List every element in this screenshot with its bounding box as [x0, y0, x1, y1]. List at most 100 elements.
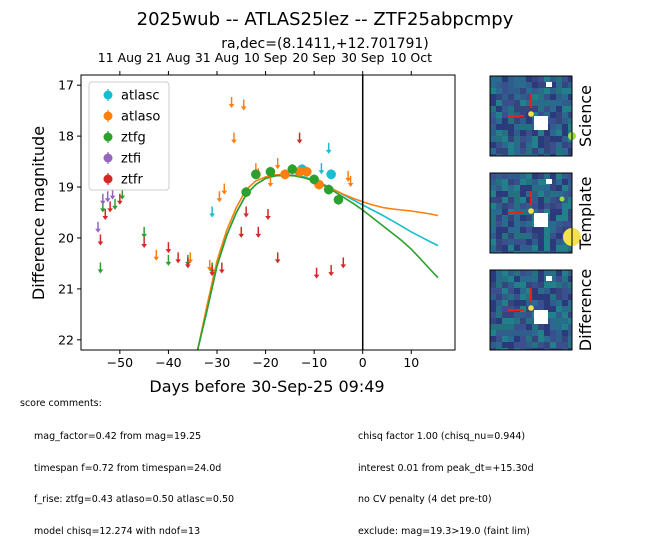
thumbnail-pixel: [508, 276, 514, 282]
thumbnail-pixel: [556, 112, 562, 118]
x-tick-label: 0: [359, 355, 367, 370]
thumbnail-pixel: [526, 130, 532, 136]
thumbnail-pixel: [508, 191, 514, 197]
thumbnail-pixel: [502, 191, 508, 197]
thumbnail-pixel: [562, 82, 568, 88]
thumbnail-pixel: [550, 294, 556, 300]
upper-limit-marker: [274, 158, 281, 170]
thumbnail-pixel: [520, 318, 526, 324]
thumbnail-pixel: [568, 318, 572, 324]
thumbnail-pixel: [520, 312, 526, 318]
thumbnail-pixel: [526, 348, 532, 350]
thumbnail-pixel: [556, 245, 562, 251]
thumbnail-pixel: [502, 300, 508, 306]
thumbnail-pixel: [556, 330, 562, 336]
thumbnail-pixel: [562, 324, 568, 330]
thumbnail-pixel: [526, 191, 532, 197]
thumbnail-pixel: [532, 130, 538, 136]
thumbnail-pixel: [544, 203, 550, 209]
thumbnail-pixel: [508, 294, 514, 300]
thumbnail-pixel: [532, 330, 538, 336]
thumbnail-pixel: [562, 245, 568, 251]
thumbnail-pixel: [544, 112, 550, 118]
thumbnail-pixel: [532, 245, 538, 251]
thumbnail-pixel: [514, 324, 520, 330]
thumbnail-pixel: [502, 118, 508, 124]
legend: atlasc atlaso ztfg ztfi ztfr: [88, 81, 170, 191]
thumbnail-pixel: [562, 348, 568, 350]
thumbnail-pixel: [568, 294, 572, 300]
thumbnail-pixel: [568, 142, 572, 148]
top-axis-tick-label: 11 Aug: [98, 50, 142, 65]
thumbnail-pixel: [544, 94, 550, 100]
thumbnail-pixel: [496, 233, 502, 239]
thumbnail-pixel: [490, 142, 496, 148]
upper-limit-arrow: [187, 259, 194, 264]
thumbnail-pixel: [538, 185, 544, 191]
thumbnail-pixel: [532, 191, 538, 197]
thumbnail-mask: [534, 116, 548, 130]
upper-limit-arrow: [255, 233, 262, 238]
thumbnail-pixel: [514, 239, 520, 245]
thumbnail-pixel: [514, 197, 520, 203]
thumbnail-pixel: [520, 294, 526, 300]
upper-limit-arrow: [216, 198, 223, 203]
upper-limit-marker: [209, 206, 215, 218]
thumbnail-pixel: [550, 136, 556, 142]
thumbnail-pixel: [502, 282, 508, 288]
thumbnail-pixel: [508, 251, 514, 253]
thumbnail-pixel: [496, 76, 502, 82]
upper-limit-arrow: [165, 261, 172, 266]
thumbnail-pixel: [496, 330, 502, 336]
thumbnail-pixel: [514, 342, 520, 348]
thumbnail-pixel: [508, 124, 514, 130]
thumbnail-pixel: [562, 318, 568, 324]
lightcurve-figure: 2025wub -- ATLAS25lez -- ZTF25abpcmpy ra…: [29, 9, 595, 396]
thumbnail-pixel: [550, 88, 556, 94]
upper-limit-arrow: [109, 195, 116, 200]
thumbnail-pixel: [532, 136, 538, 142]
thumbnail-pixel: [502, 130, 508, 136]
thumbnail-pixel: [568, 197, 572, 203]
thumbnail-pixel: [532, 288, 538, 294]
upper-limit-marker: [216, 191, 223, 203]
thumbnail-pixel: [502, 179, 508, 185]
thumbnail-pixel: [556, 136, 562, 142]
thumbnail-pixel: [508, 82, 514, 88]
upper-limit-arrow: [340, 264, 347, 269]
thumbnail-pixel: [490, 336, 496, 342]
thumbnail-pixel: [538, 276, 544, 282]
thumbnail-pixel: [550, 245, 556, 251]
top-axis-tick-label: 10 Oct: [391, 50, 433, 65]
thumbnail-pixel: [514, 215, 520, 221]
thumbnail-pixel: [508, 106, 514, 112]
thumbnail-pixel: [508, 342, 514, 348]
thumbnail-pixel: [496, 288, 502, 294]
thumbnail-pixel: [520, 130, 526, 136]
thumbnail-pixel: [532, 306, 538, 312]
thumbnail-pixel: [544, 100, 550, 106]
thumbnail-pixel: [502, 112, 508, 118]
thumbnail-pixel: [568, 106, 572, 112]
thumbnail-pixel: [568, 173, 572, 179]
x-tick-label: 10: [403, 355, 419, 370]
thumbnail-pixel: [556, 221, 562, 227]
thumbnail-pixel: [532, 294, 538, 300]
thumbnail-pixel: [532, 173, 538, 179]
thumbnail-pixel: [562, 336, 568, 342]
thumbnail-pixel: [496, 142, 502, 148]
thumbnail-pixel: [568, 112, 572, 118]
upper-limit-marker: [228, 97, 235, 109]
thumbnail-pixel: [520, 227, 526, 233]
thumbnail-pixel: [526, 179, 532, 185]
thumbnail-pixel: [556, 130, 562, 136]
thumbnail-pixel: [532, 185, 538, 191]
thumbnail-pixel: [526, 203, 532, 209]
thumbnail-pixel: [496, 136, 502, 142]
upper-limit-marker: [231, 132, 237, 144]
thumbnail-pixel: [538, 148, 544, 154]
thumbnail-pixel: [520, 245, 526, 251]
thumbnail-pixel: [490, 197, 496, 203]
thumbnail-pixel: [544, 136, 550, 142]
thumbnail-pixel: [550, 300, 556, 306]
